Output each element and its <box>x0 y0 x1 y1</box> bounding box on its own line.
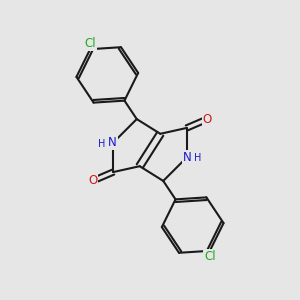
Text: O: O <box>203 112 212 126</box>
Text: H: H <box>98 139 106 148</box>
Text: N: N <box>108 136 117 149</box>
Text: N: N <box>183 151 192 164</box>
Text: Cl: Cl <box>84 38 96 50</box>
Text: H: H <box>194 153 202 163</box>
Text: Cl: Cl <box>204 250 216 262</box>
Text: O: O <box>88 174 97 188</box>
